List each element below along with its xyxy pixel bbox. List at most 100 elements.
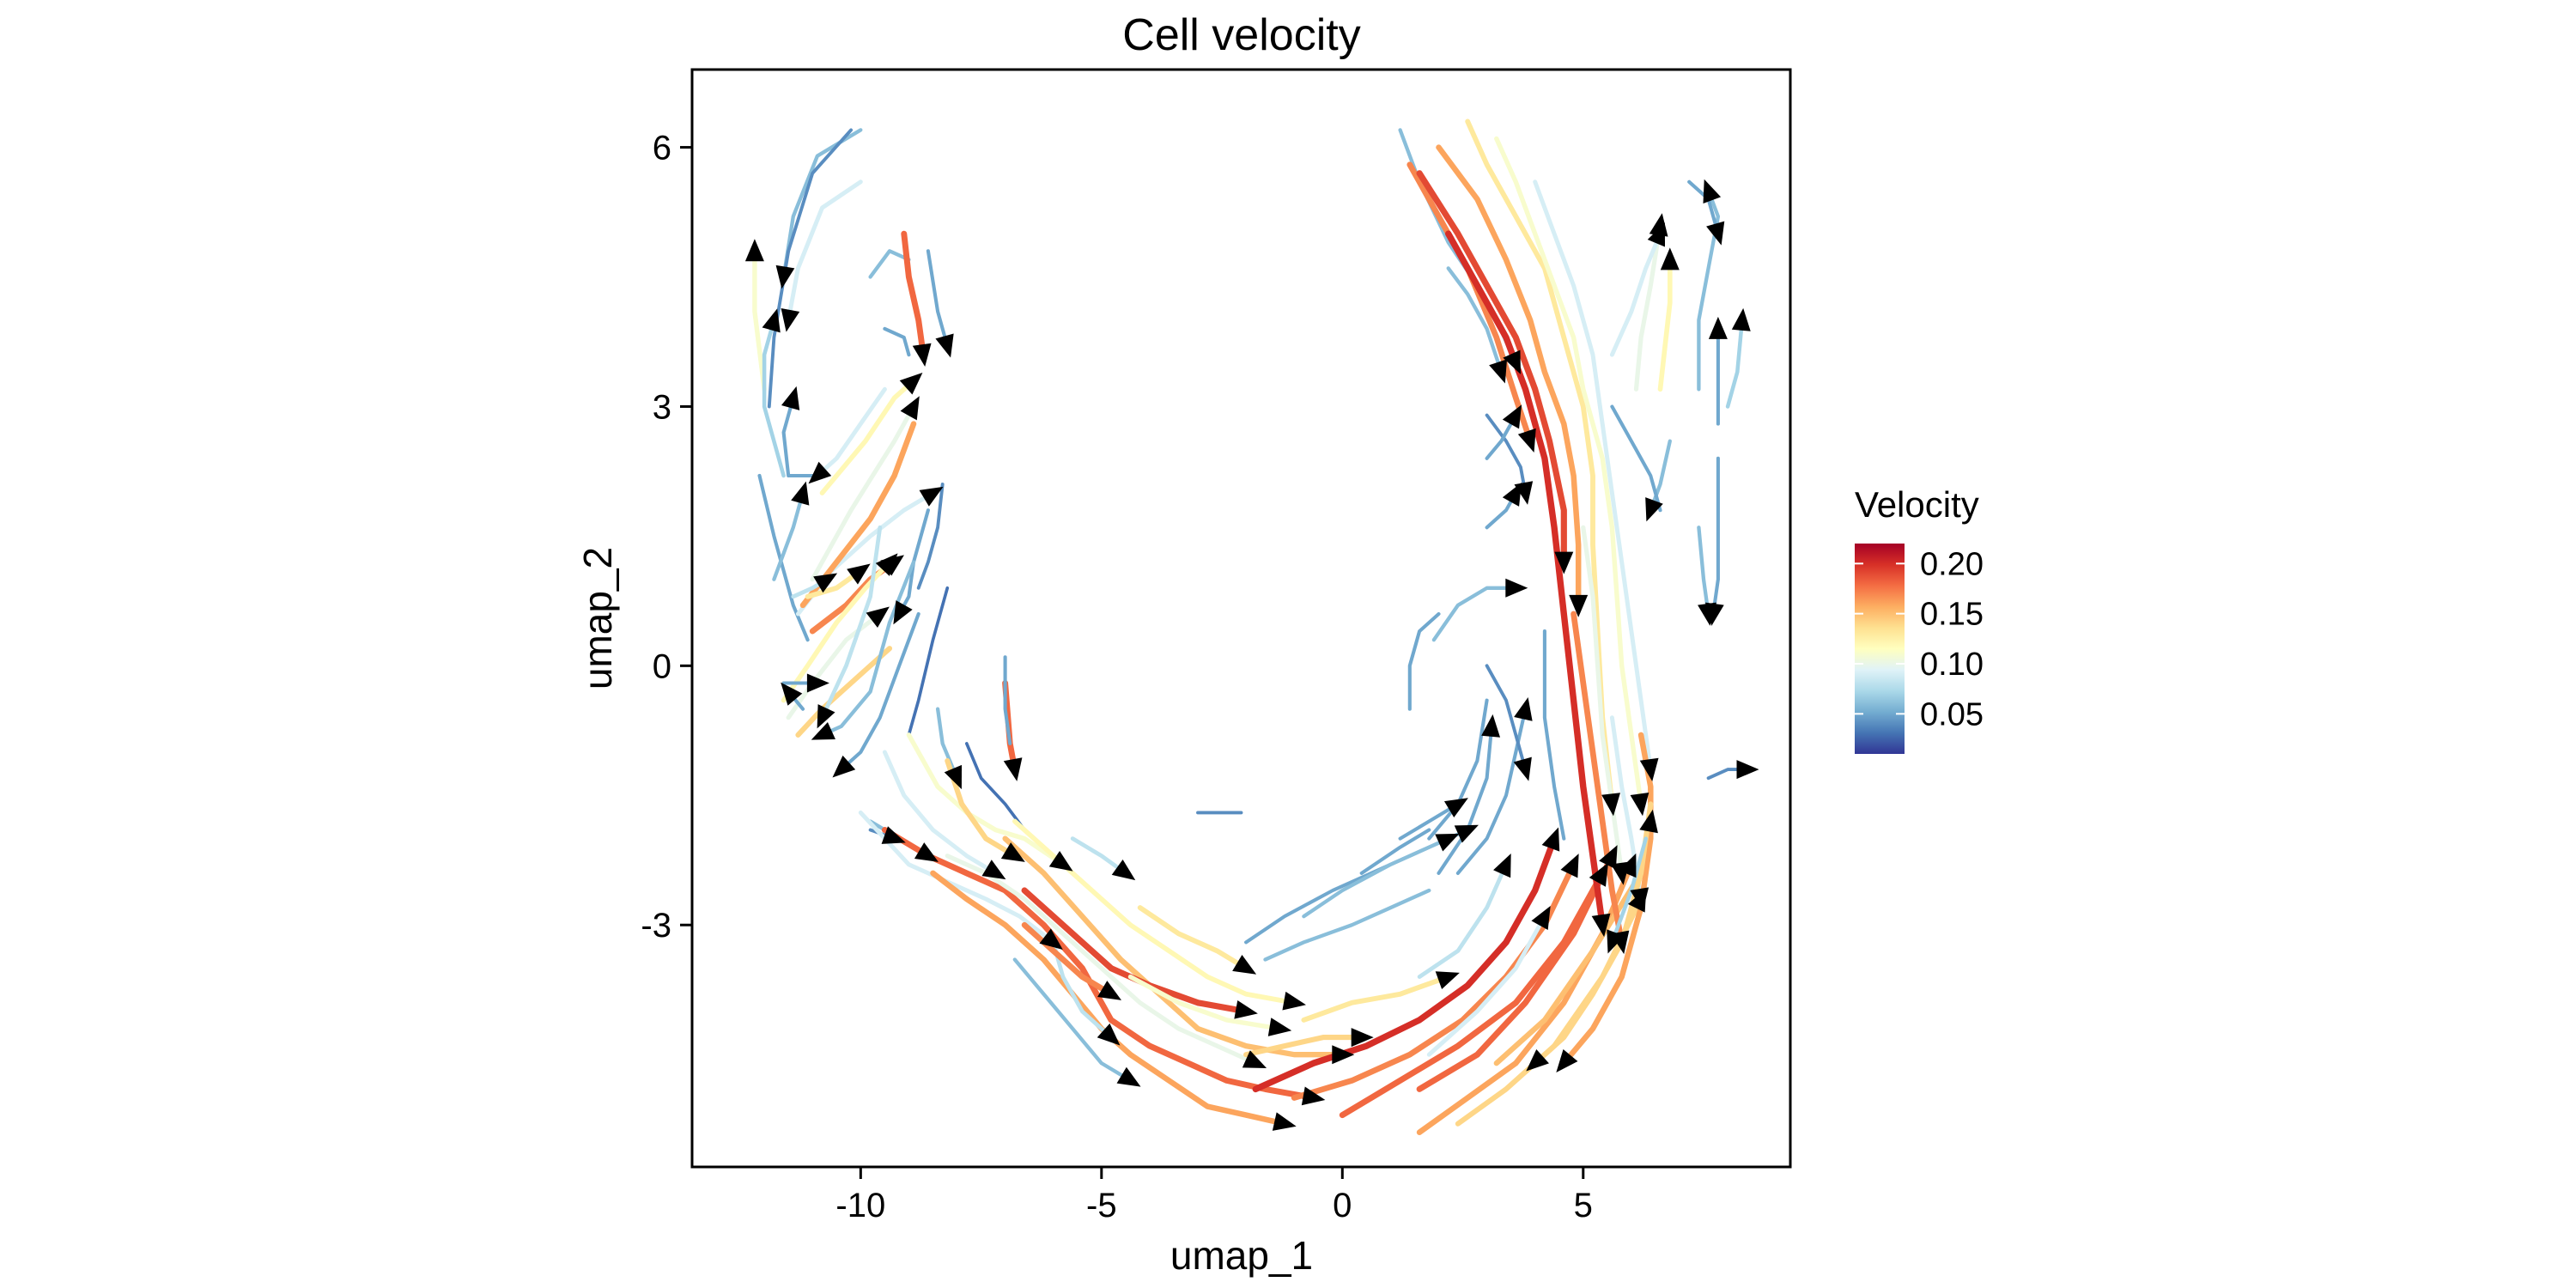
streamline-63 [1359,828,1431,875]
velocity-arrowhead-39 [914,842,939,862]
velocity-arrowhead-103 [1645,497,1663,522]
streamline-4 [752,248,767,392]
streamline-90 [1571,611,1625,945]
x-axis: -10 -5 0 5 [835,1167,1593,1224]
chart-title: Cell velocity [1122,10,1360,60]
velocity-legend: Velocity 0.20 0.15 0.10 0.05 [1855,484,1984,754]
velocity-arrowhead-46 [1282,991,1306,1011]
velocity-arrowhead-84 [1569,594,1589,617]
velocity-arrowhead-69 [1493,854,1511,878]
streamline-1 [781,128,863,279]
velocity-arrowhead-93 [1556,1048,1578,1072]
velocity-arrowhead-41 [1039,928,1063,950]
y-tick-label: 0 [653,647,671,685]
streamline-53 [1137,905,1249,971]
velocity-arrowhead-35 [981,860,1006,880]
velocity-arrowhead-55 [1351,1028,1374,1048]
streamline-105 [1697,526,1710,617]
velocity-arrowhead-107 [1736,760,1759,780]
velocity-arrowhead-44 [1242,1050,1267,1068]
velocity-arrowhead-50 [1097,981,1122,1000]
streamline-7 [757,473,810,642]
streamline-94 [1532,801,1654,1066]
streamline-2 [767,128,854,409]
velocity-arrowhead-24 [806,673,829,693]
legend-tick-label: 0.15 [1920,597,1984,633]
velocity-arrowhead-70 [1481,714,1501,738]
streamline-36 [906,732,1066,867]
streamline-10 [868,249,911,279]
velocity-arrowhead-22 [866,606,890,629]
streamline-8 [815,386,887,478]
velocity-arrowhead-37 [1000,842,1025,862]
velocity-arrowhead-100 [1706,221,1725,246]
streamline-32 [935,707,959,781]
velocity-arrowhead-83 [1554,551,1574,574]
velocity-arrowhead-42 [1301,1086,1326,1106]
x-tick-label: 5 [1574,1187,1593,1224]
velocity-arrowhead-98 [1647,222,1666,247]
velocity-arrowhead-36 [1048,850,1073,872]
streamline-50 [1021,921,1115,998]
velocity-arrowhead-87 [1639,757,1659,781]
streamline-38 [964,742,1026,832]
streamline-55 [1243,1035,1364,1058]
streamline-88 [1445,230,1606,928]
streamline-14 [819,378,916,495]
streamline-68 [1426,914,1547,1057]
velocity-arrowhead-43 [1272,1112,1297,1131]
legend-ticks: 0.20 0.15 0.10 0.05 [1855,546,1984,732]
velocity-arrowhead-48 [1116,1066,1141,1087]
velocity-arrowhead-81 [1503,349,1521,374]
velocity-arrowhead-91 [1611,861,1630,885]
streamline-89 [1446,266,1504,374]
streamline-98 [1609,231,1662,357]
velocity-arrowhead-76 [1513,756,1532,781]
velocity-arrowhead-20 [813,573,838,593]
streamline-106 [1711,456,1720,617]
streamline-74 [1407,611,1441,711]
velocity-arrowhead-13 [935,333,954,358]
streamline-48 [1012,957,1133,1083]
velocity-arrowhead-15 [900,396,920,421]
velocity-arrowhead-31 [817,704,835,729]
velocity-arrowhead-6 [781,386,800,410]
velocity-arrowhead-53 [1232,954,1257,975]
streamline-54 [1127,974,1283,1031]
streamline-60 [1263,888,1431,962]
streamline-99 [1697,188,1721,392]
streamline-22 [786,611,883,720]
velocity-arrowhead-97 [1660,247,1680,270]
velocity-arrowhead-88 [1591,913,1611,938]
streamline-44 [945,854,1258,1066]
legend-tick-label: 0.20 [1920,546,1984,582]
velocity-arrowhead-85 [1601,793,1620,817]
velocity-arrowhead-79 [1502,404,1522,429]
streamline-15 [810,404,916,582]
velocity-arrowhead-80 [1502,482,1522,507]
y-tick-label: 6 [653,130,671,167]
x-tick-label: -5 [1086,1187,1117,1224]
velocity-arrowhead-66 [1599,845,1618,870]
streamline-3 [786,179,863,323]
arrowheads-layer [744,179,1759,1131]
velocity-arrowhead-45 [1332,1045,1355,1065]
velocity-arrowhead-16 [919,486,944,507]
velocity-arrowhead-5 [762,308,781,333]
streamline-31 [820,525,883,720]
velocity-arrowhead-57 [1560,854,1579,878]
streamline-30 [907,586,950,737]
streamline-11 [901,230,927,358]
streamline-83 [1416,170,1567,566]
velocity-arrowhead-102 [1731,307,1751,331]
velocity-arrowhead-73 [1514,697,1533,721]
velocity-arrowhead-40 [881,826,906,844]
streamline-9 [772,490,805,581]
streamline-27 [916,483,945,590]
velocity-arrowhead-21 [875,553,898,576]
velocity-arrowhead-101 [1708,316,1728,339]
y-axis: 6 3 0 -3 [641,130,692,945]
velocity-arrowhead-9 [791,481,810,506]
velocity-arrowhead-86 [1630,793,1649,817]
velocity-arrowhead-94 [1526,1048,1549,1072]
